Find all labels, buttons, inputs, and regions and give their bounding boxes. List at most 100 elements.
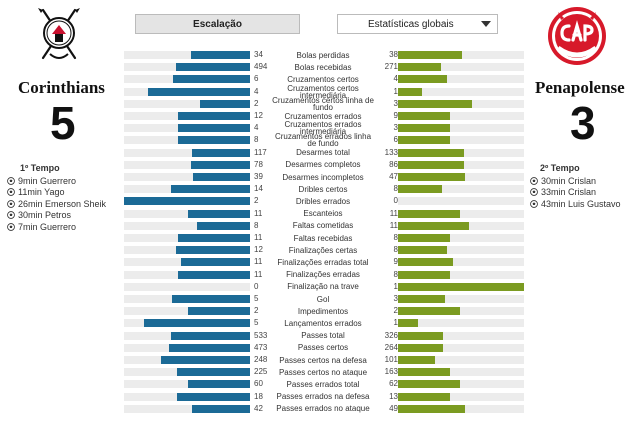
away-bar-track [398,160,524,169]
home-bar-track [124,209,250,218]
away-bar-track [398,307,524,316]
away-bar-track [398,75,524,84]
stat-row: 12 Finalizações certas 8 [0,244,635,256]
home-value: 494 [254,62,268,72]
home-bar-track [124,63,250,72]
goal-item: 30min Petros [7,210,106,221]
stat-row: 11 Faltas recebidas 8 [0,232,635,244]
soccer-ball-icon [530,199,538,208]
stat-label: Faltas cometidas [292,221,354,231]
home-bar [176,246,250,255]
stat-row: 11 Finalizações erradas total 9 [0,256,635,268]
home-value: 12 [254,111,263,120]
away-value: 264 [384,342,398,352]
away-bar [398,148,464,157]
stat-row: 2 Cruzamentos certos linha de fundo 3 [0,96,635,111]
home-value: 11 [254,269,263,279]
stat-row: 4 Cruzamentos certos intermediária 1 [0,84,635,99]
stats-select-label: Estatísticas globais [368,18,454,30]
stat-label: Impedimentos [297,306,349,316]
home-bar [192,148,250,157]
home-value: 11 [254,208,263,218]
away-bar-track [398,295,524,303]
away-bar [398,209,460,218]
goal-text: 30min Crislan [541,175,597,186]
home-value: 60 [254,379,263,389]
stat-label: Desarmes completos [285,160,361,170]
home-value: 18 [254,391,263,401]
stat-row: 39 Desarmes incompletos 47 [0,171,635,183]
away-value: 11 [389,208,398,218]
home-bar-track [124,173,250,181]
home-bar [161,356,250,364]
home-bar-track [124,319,250,328]
home-value: 78 [254,159,263,169]
stat-row: 0 Finalização na trave 1 [0,281,635,293]
soccer-ball-icon [7,199,15,208]
stat-label: Lançamentos errados [284,318,362,328]
away-bar [398,234,450,242]
away-value: 163 [384,367,398,377]
home-bar-track [124,380,250,389]
stat-row: 42 Passes errados no ataque 49 [0,403,635,415]
stat-label: Bolas recebidas [294,62,352,72]
home-bar [191,51,250,59]
home-value: 11 [254,233,263,242]
stat-row: 12 Cruzamentos errados 9 [0,110,635,122]
lineup-button[interactable]: Escalação [135,14,300,34]
stat-label: Desarmes incompletos [282,172,364,182]
home-value: 8 [254,220,259,230]
home-bar-track [124,112,250,120]
stat-label: Finalização na trave [287,282,359,292]
away-value: 3 [393,294,398,303]
away-bar [398,99,472,108]
home-bar [178,136,250,145]
away-bar-track [398,124,524,133]
stat-row: 225 Passes certos no ataque 163 [0,366,635,378]
goal-item: 33min Crislan [530,187,621,198]
stat-row: 5 Lançamentos errados 1 [0,317,635,329]
home-bar [188,380,250,389]
home-bar [172,295,250,303]
away-bar-track [398,234,524,242]
away-bar [398,392,450,401]
away-value: 0 [393,196,398,206]
away-bar-track [398,136,524,145]
stat-label: Escanteios [303,209,343,219]
away-value: 2 [393,306,398,316]
away-bar-track [398,99,524,108]
stat-label: Finalizações certas [288,245,358,255]
home-bar [173,75,250,84]
home-bar [197,221,250,230]
penapolense-crest [548,7,606,65]
stat-row: 494 Bolas recebidas 271 [0,61,635,73]
home-bar-track [124,87,250,96]
home-value: 0 [254,281,259,291]
home-team-name: Corinthians [18,78,105,97]
stat-label: Dribles errados [295,196,351,206]
home-period-label: 1º Tempo [20,163,60,173]
home-value: 5 [254,318,259,328]
home-bar [193,173,250,181]
home-value: 5 [254,294,259,303]
away-bar [398,331,443,340]
home-value: 225 [254,367,268,377]
home-bar [144,319,250,328]
home-bar [169,343,250,352]
away-value: 1 [393,86,398,96]
stats-select[interactable]: Estatísticas globais [337,14,498,34]
goal-item: 11min Yago [7,187,106,198]
home-bar-track [124,246,250,255]
stat-row: 60 Passes errados total 62 [0,378,635,390]
home-bar [188,307,250,316]
home-bar [171,185,250,194]
away-bar [398,404,465,413]
away-value: 3 [393,98,398,108]
away-bar-track [398,319,524,328]
away-value: 9 [393,111,398,120]
away-bar [398,160,464,169]
stat-label: Passes certos [297,343,349,353]
away-team-name: Penapolense [535,78,625,97]
away-bar [398,343,443,352]
away-bar-track [398,270,524,279]
